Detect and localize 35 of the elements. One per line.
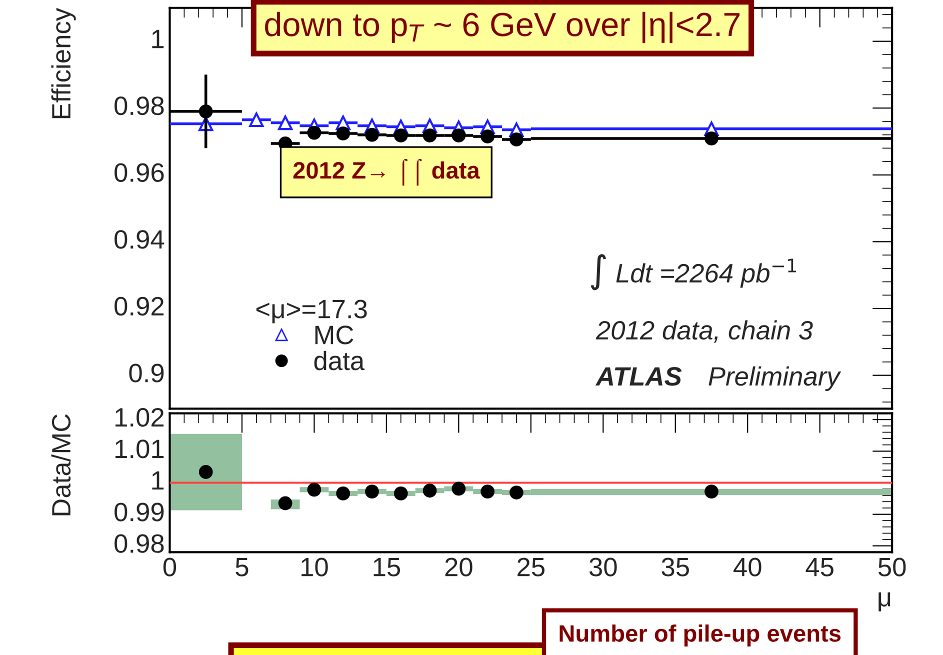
legend-title: <μ>=17.3 bbox=[256, 300, 367, 324]
x-tick-label: 10 bbox=[302, 558, 328, 576]
annotation: 2012 data, chain 3 bbox=[596, 320, 813, 343]
y-tick-label: 0.96 bbox=[114, 163, 164, 182]
y-tick-label: 0.98 bbox=[114, 96, 164, 116]
annotation: down to p$_{T}$ ~ 6 GeV over |η|<2.7 bbox=[265, 12, 740, 44]
x-tick-label: 5 bbox=[236, 558, 248, 576]
y-tick-label: 0.92 bbox=[114, 296, 164, 316]
x-tick-label: 25 bbox=[518, 558, 544, 576]
y-tick-label: 0.98 bbox=[114, 534, 164, 553]
annotation: ∫ Ldt =2264 pb$^{−1}$ bbox=[590, 254, 796, 290]
x-tick-label: 15 bbox=[374, 558, 400, 576]
x-axis-title: μ bbox=[878, 592, 890, 612]
x-tick-label: 35 bbox=[662, 558, 689, 576]
y-axis-title: Efficiency bbox=[51, 8, 76, 118]
y-axis-title: Data/MC bbox=[51, 414, 71, 516]
legend-label: MC bbox=[315, 326, 354, 344]
y-tick-label: 0.99 bbox=[114, 502, 164, 522]
x-tick-label: 0 bbox=[163, 558, 176, 576]
x-tick-label: 30 bbox=[589, 558, 617, 576]
text: Number of pile-up events bbox=[560, 624, 841, 646]
annotation: 2012 Z→ ⌠⌠ data bbox=[293, 158, 480, 186]
y-tick-label: 1 bbox=[152, 30, 164, 48]
x-tick-label: 50 bbox=[878, 558, 906, 576]
y-tick-label: 1 bbox=[152, 471, 164, 490]
annotation: Preliminary bbox=[708, 366, 842, 391]
y-tick-label: 1.01 bbox=[116, 440, 164, 458]
y-tick-label: 0.94 bbox=[114, 230, 164, 249]
x-tick-label: 40 bbox=[734, 558, 762, 576]
y-tick-label: 1.02 bbox=[116, 408, 164, 427]
y-tick-label: 0.9 bbox=[129, 364, 164, 382]
annotation: ATLAS bbox=[595, 367, 682, 386]
x-tick-label: 45 bbox=[806, 558, 834, 576]
x-tick-label: 20 bbox=[445, 558, 472, 576]
legend-label: data bbox=[314, 350, 365, 370]
